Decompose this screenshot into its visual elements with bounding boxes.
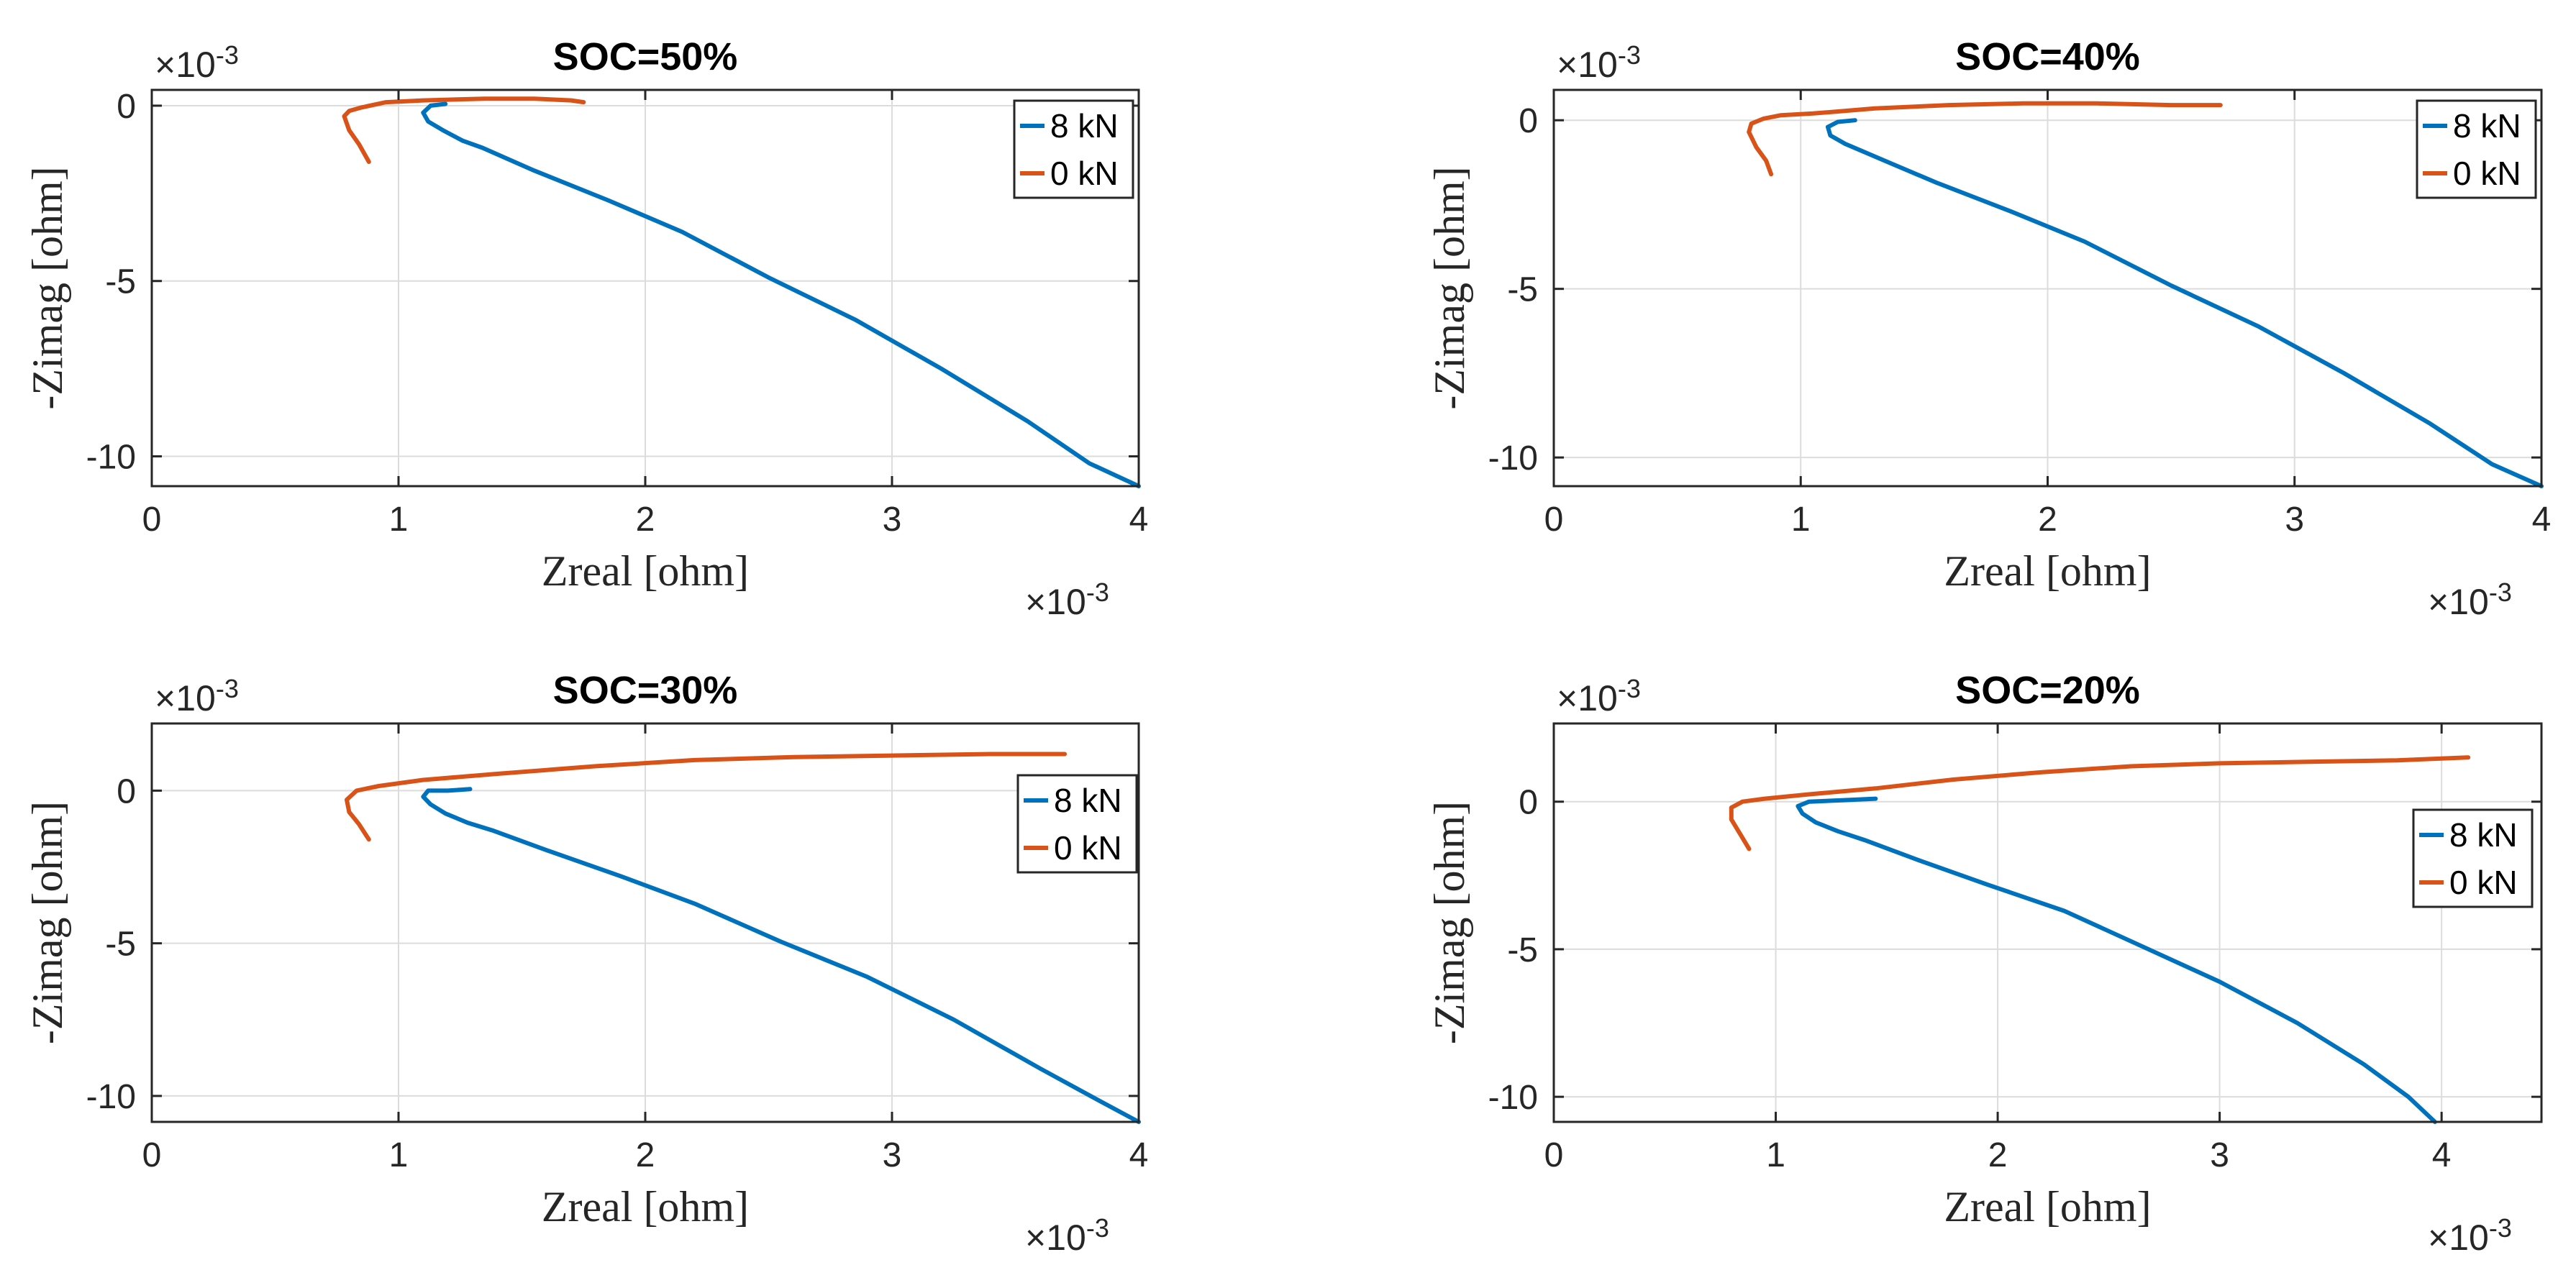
x-axis-label: Zreal [ohm] <box>1944 547 2151 595</box>
legend-box <box>1013 99 1134 199</box>
x-tick-label: 0 <box>142 501 162 539</box>
x-tick-label: 0 <box>1544 1136 1564 1174</box>
axes-box <box>1552 722 2543 1123</box>
y-axis-label: -Zimag [ohm] <box>1426 801 1473 1044</box>
x-tick-label: 0 <box>142 1136 162 1174</box>
legend-entry: 0 kN <box>2449 864 2518 901</box>
legend: 8 kN 0 kN <box>2412 808 2534 908</box>
y-tick-label: -10 <box>1488 1079 1538 1117</box>
series-line-8-kn <box>421 101 1141 488</box>
x-tick-label: 3 <box>883 501 902 539</box>
series-line-0-kn <box>1747 101 2223 177</box>
y-tick-label: -5 <box>1507 271 1538 309</box>
chart-title: SOC=40% <box>1955 35 2140 78</box>
x-tick-label: 1 <box>1766 1136 1785 1174</box>
x-exponent-label: ×10-3 <box>2428 1213 2512 1258</box>
y-tick-label: 0 <box>1519 784 1538 822</box>
legend-entry: 8 kN <box>2453 107 2521 145</box>
chart-title: SOC=50% <box>553 35 738 78</box>
x-tick-label: 4 <box>2532 501 2552 539</box>
series-line-8-kn <box>421 787 1141 1124</box>
chart-title: SOC=30% <box>553 669 738 712</box>
x-tick-label: 2 <box>636 1136 655 1174</box>
plot-area <box>1554 723 2541 1122</box>
x-tick-label: 3 <box>2285 501 2304 539</box>
legend-box <box>2412 808 2534 908</box>
x-tick-label: 2 <box>2038 501 2057 539</box>
x-tick-label: 2 <box>636 501 655 539</box>
legend-entry: 0 kN <box>2453 155 2521 192</box>
series-line-8-kn <box>1826 118 2544 488</box>
y-tick-label: -5 <box>105 263 136 301</box>
x-tick-label: 2 <box>1988 1136 2008 1174</box>
x-axis-label: Zreal [ohm] <box>542 1183 749 1230</box>
x-tick-label: 3 <box>2210 1136 2229 1174</box>
x-tick-label: 1 <box>1791 501 1811 539</box>
x-exponent-label: ×10-3 <box>1025 577 1109 622</box>
legend-entry: 8 kN <box>1050 107 1119 145</box>
legend: 8 kN 0 kN <box>1013 99 1134 199</box>
legend-entry: 8 kN <box>2449 816 2518 854</box>
y-tick-label: 0 <box>1519 102 1538 140</box>
x-tick-label: 4 <box>1129 1136 1149 1174</box>
legend: 8 kN 0 kN <box>1016 774 1138 874</box>
x-tick-label: 1 <box>389 501 409 539</box>
x-axis-label: Zreal [ohm] <box>542 547 749 595</box>
y-tick-label: -5 <box>105 926 136 964</box>
legend-box <box>2416 99 2537 199</box>
series-line-8-kn <box>1796 796 2437 1124</box>
y-tick-label: -10 <box>86 1078 136 1116</box>
y-exponent-label: ×10-3 <box>1557 40 1641 85</box>
legend-box <box>1016 774 1138 874</box>
x-tick-label: 4 <box>1129 501 1149 539</box>
y-axis-label: -Zimag [ohm] <box>1426 166 1473 409</box>
y-axis-label: -Zimag [ohm] <box>24 801 71 1044</box>
x-exponent-label: ×10-3 <box>1025 1213 1109 1258</box>
x-tick-label: 4 <box>2432 1136 2452 1174</box>
chart-panel-4: 0 1 2 3 4 0 -5 -10 ×10-3 ×10-3 SOC=20% Zreal [ohm] -… <box>1426 669 2543 1258</box>
y-tick-label: 0 <box>117 772 136 810</box>
chart-panel-3: 0 1 2 3 4 0 -5 -10 ×10-3 ×10-3 SOC=30% Zreal [ohm] -… <box>24 669 1148 1258</box>
x-tick-label: 0 <box>1544 501 1564 539</box>
series-line-0-kn <box>1729 755 2471 851</box>
chart-panel-2: 0 1 2 3 4 0 -5 -10 ×10-3 ×10-3 SOC=40% Zreal [ohm] -… <box>1426 35 2551 622</box>
chart-title: SOC=20% <box>1955 669 2140 712</box>
x-tick-label: 3 <box>883 1136 902 1174</box>
y-tick-label: -10 <box>86 439 136 477</box>
y-axis-label: -Zimag [ohm] <box>24 166 71 409</box>
y-exponent-label: ×10-3 <box>155 40 239 85</box>
series-line-0-kn <box>345 752 1068 842</box>
y-tick-label: -10 <box>1488 439 1538 478</box>
y-tick-label: -5 <box>1507 931 1538 969</box>
legend-entry: 8 kN <box>1054 782 1122 819</box>
y-tick-label: 0 <box>117 88 136 126</box>
legend-entry: 0 kN <box>1050 155 1119 192</box>
y-exponent-label: ×10-3 <box>155 674 239 718</box>
y-exponent-label: ×10-3 <box>1557 674 1641 718</box>
legend: 8 kN 0 kN <box>2416 99 2537 199</box>
series-line-0-kn <box>342 96 586 164</box>
x-axis-label: Zreal [ohm] <box>1944 1183 2151 1230</box>
legend-entry: 0 kN <box>1054 829 1122 867</box>
x-exponent-label: ×10-3 <box>2428 577 2512 622</box>
chart-panel-1: 0 1 2 3 4 0 -5 -10 ×10-3 ×10-3 SOC=50% Zreal [ohm] -… <box>24 35 1148 622</box>
x-tick-label: 1 <box>389 1136 409 1174</box>
